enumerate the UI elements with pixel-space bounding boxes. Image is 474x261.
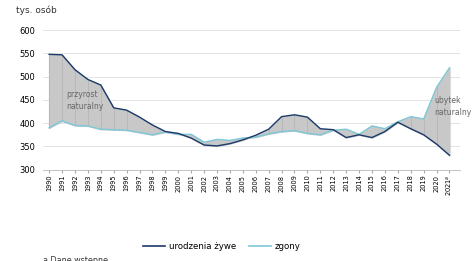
Text: a Dane wstępne.: a Dane wstępne.	[43, 256, 110, 261]
Text: tys. osób: tys. osób	[16, 5, 56, 15]
Text: ubytek
naturalny: ubytek naturalny	[434, 97, 471, 117]
Legend: urodzenia żywe, zgony: urodzenia żywe, zgony	[140, 239, 304, 255]
Text: przyrost
naturalny: przyrost naturalny	[66, 91, 103, 111]
